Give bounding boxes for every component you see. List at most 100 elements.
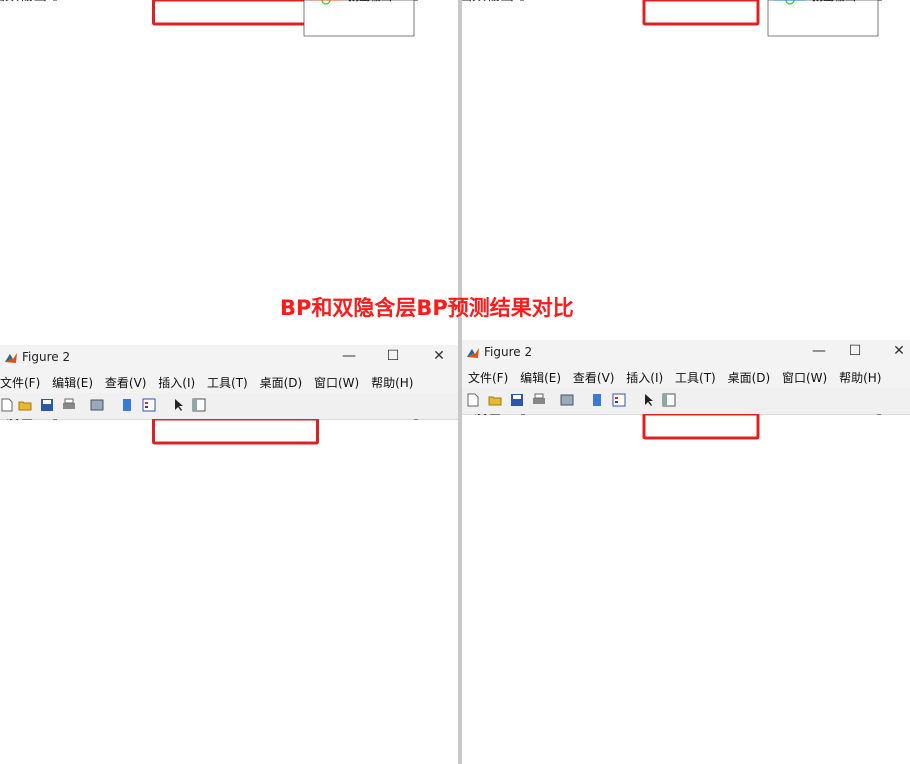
- data-point: [553, 0, 560, 4]
- comparison-annotation: BP和双隐含层BP预测结果对比: [280, 296, 574, 320]
- data-point: [632, 0, 639, 4]
- y-tick-label: 15: [497, 0, 514, 4]
- maximize-button[interactable]: ☐: [386, 348, 400, 364]
- close-button[interactable]: ✕: [433, 348, 445, 364]
- y-tick-label: -0.8: [490, 414, 515, 418]
- new-file-icon[interactable]: [0, 398, 14, 412]
- data-point: [108, 0, 115, 4]
- x-tick-label: 40: [657, 414, 674, 418]
- y-tick-label: -0.6: [490, 414, 515, 418]
- y-tick-label: 20: [30, 0, 47, 4]
- y-tick-label: 0.4: [494, 414, 515, 418]
- window-divider: [458, 0, 462, 764]
- maximize-button[interactable]: ☐: [848, 343, 862, 359]
- print-icon[interactable]: [62, 398, 76, 412]
- title-bar[interactable]: Figure 2 — ☐ ✕: [0, 345, 458, 371]
- chart-title: 双隐含层BP网络预测输出: [156, 0, 316, 4]
- data-point: [600, 0, 607, 4]
- minimize-button[interactable]: —: [342, 348, 356, 364]
- link-figure-icon[interactable]: [90, 398, 104, 412]
- title-bar[interactable]: Figure 2 — ☐ ✕: [462, 340, 910, 366]
- menu-bar: 文件(F) 编辑(E) 查看(V) 插入(I) 工具(T) 桌面(D) 窗口(W…: [0, 371, 458, 393]
- open-folder-icon[interactable]: [488, 393, 502, 407]
- y-tick-label: -0.4: [490, 414, 515, 418]
- x-tick-label: 20: [118, 0, 135, 4]
- x-tick-label: 20: [585, 414, 602, 418]
- x-axis-label: 样本: [222, 0, 250, 4]
- menu-desktop[interactable]: 桌面(D): [259, 376, 303, 390]
- x-axis-label: 样本: [687, 0, 715, 4]
- y-tick-label: -0.2: [22, 419, 47, 423]
- data-point: [563, 0, 570, 4]
- data-point: [527, 0, 534, 4]
- y-tick-label: 0: [39, 419, 47, 423]
- menu-tools[interactable]: 工具(T): [207, 376, 248, 390]
- colorbar-icon[interactable]: [120, 398, 134, 412]
- chart-dual-hidden-output: 020406080100051015202530354045样本函数输出双隐含层…: [0, 0, 430, 37]
- x-tick-label: 0: [49, 419, 57, 423]
- chart-title: BP网络预测输出: [649, 0, 753, 4]
- y-tick-label: 40: [30, 0, 47, 4]
- menu-insert[interactable]: 插入(I): [626, 371, 664, 385]
- new-file-icon[interactable]: [466, 393, 480, 407]
- link-figure-icon[interactable]: [560, 393, 574, 407]
- x-axis-label: 样本: [222, 419, 250, 423]
- pointer-icon[interactable]: [642, 393, 656, 407]
- x-tick-label: 100: [870, 0, 895, 4]
- colorbar-icon[interactable]: [590, 393, 604, 407]
- y-tick-label: 0.2: [494, 414, 515, 418]
- save-icon[interactable]: [40, 398, 54, 412]
- data-point: [144, 0, 151, 4]
- menu-help[interactable]: 帮助(H): [839, 371, 882, 385]
- menu-file[interactable]: 文件(F): [468, 371, 509, 385]
- menu-file[interactable]: 文件(F): [0, 376, 41, 390]
- print-icon[interactable]: [532, 393, 546, 407]
- menu-window[interactable]: 窗口(W): [782, 371, 828, 385]
- y-tick-label: 0.1: [26, 419, 47, 423]
- pointer-icon[interactable]: [172, 398, 186, 412]
- data-point: [614, 0, 621, 4]
- y-tick-label: 0: [39, 0, 47, 4]
- save-icon[interactable]: [510, 393, 524, 407]
- menu-view[interactable]: 查看(V): [104, 376, 147, 390]
- menu-window[interactable]: 窗口(W): [314, 376, 360, 390]
- data-point: [104, 0, 111, 4]
- data-point: [545, 0, 552, 4]
- close-button[interactable]: ✕: [893, 343, 905, 359]
- open-folder-icon[interactable]: [18, 398, 32, 412]
- menu-view[interactable]: 查看(V): [572, 371, 615, 385]
- x-tick-label: 0: [49, 0, 57, 4]
- y-tick-label: -0.3: [22, 419, 47, 423]
- x-tick-label: 80: [801, 414, 818, 418]
- chart-title: 双隐含层BP网络预测误差: [156, 419, 316, 423]
- window-title: Figure 2: [22, 350, 71, 364]
- data-point: [82, 0, 89, 4]
- data-point: [75, 0, 82, 4]
- y-tick-label: 15: [30, 0, 47, 4]
- data-point: [603, 0, 610, 4]
- legend-box: [303, 0, 415, 37]
- menu-tools[interactable]: 工具(T): [675, 371, 716, 385]
- window-chrome-left: Figure 2 — ☐ ✕ 文件(F) 编辑(E) 查看(V) 插入(I) 工…: [0, 345, 458, 420]
- legend-icon[interactable]: [142, 398, 156, 412]
- data-point: [97, 0, 104, 4]
- x-tick-label: 100: [869, 414, 894, 418]
- menu-insert[interactable]: 插入(I): [158, 376, 196, 390]
- data-point: [607, 0, 614, 4]
- menu-edit[interactable]: 编辑(E): [52, 376, 94, 390]
- property-editor-icon[interactable]: [662, 393, 676, 407]
- property-editor-icon[interactable]: [192, 398, 206, 412]
- data-point: [556, 0, 563, 4]
- legend-marker: [785, 0, 795, 5]
- figure-window-right: Figure 2 — ☐ ✕ 文件(F) 编辑(E) 查看(V) 插入(I) 工…: [462, 340, 910, 764]
- legend-icon[interactable]: [612, 393, 626, 407]
- menu-help[interactable]: 帮助(H): [371, 376, 414, 390]
- menu-edit[interactable]: 编辑(E): [520, 371, 562, 385]
- y-tick-label: 45: [30, 0, 47, 4]
- menu-desktop[interactable]: 桌面(D): [727, 371, 771, 385]
- y-tick-label: -0.5: [22, 419, 47, 423]
- minimize-button[interactable]: —: [812, 343, 826, 359]
- y-tick-label: -0.1: [22, 419, 47, 423]
- y-tick-label: 10: [497, 0, 514, 4]
- legend-label: 期望输出: [812, 0, 856, 3]
